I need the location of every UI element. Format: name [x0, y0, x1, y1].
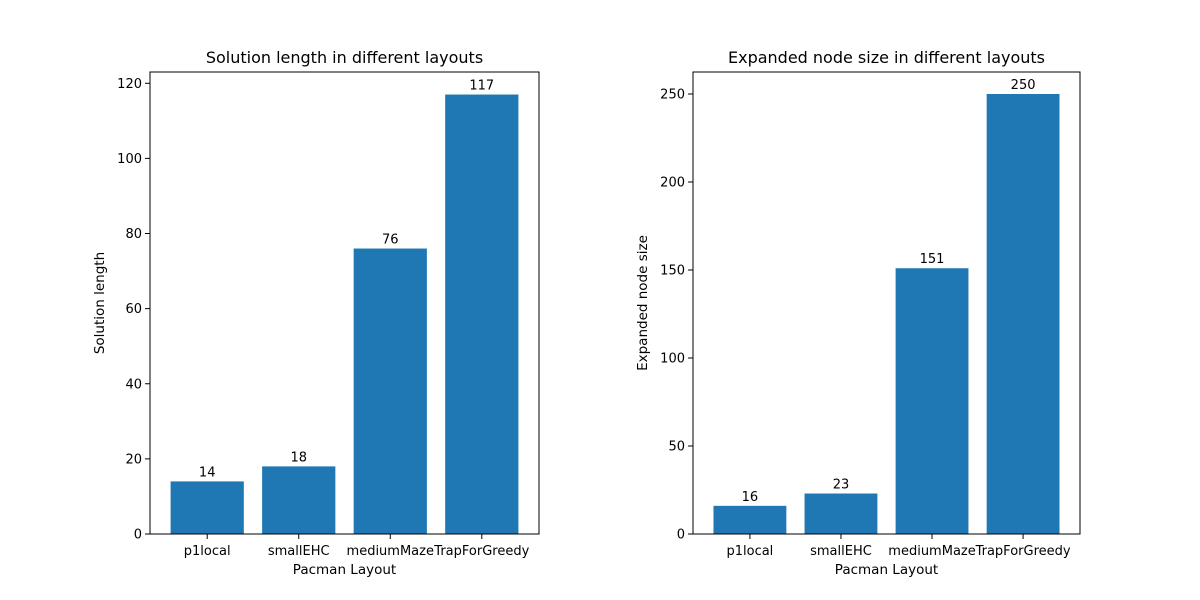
y-tick-label: 50 [668, 440, 685, 455]
bar-value-label: 117 [469, 79, 494, 94]
bar [445, 94, 519, 534]
bar [895, 268, 969, 534]
bar-marks: 0 50 100 150 200 250 p1local 16 smallEHC 23 medium… [660, 78, 1071, 559]
bar-value-label: 16 [742, 490, 759, 505]
bar-value-label: 76 [382, 233, 399, 248]
bar [713, 505, 787, 534]
y-tick-label: 100 [660, 352, 685, 367]
bar-value-label: 250 [1011, 78, 1036, 93]
bar [353, 248, 427, 534]
chart-expanded-node-size: Expanded node size in different layouts … [635, 48, 1081, 578]
chart-title: Solution length in different layouts [206, 48, 483, 67]
plot-frame [149, 71, 540, 535]
bar [170, 481, 244, 534]
bar-value-label: 151 [920, 252, 945, 267]
y-tick-label: 100 [117, 152, 142, 167]
chart-title: Expanded node size in different layouts [728, 48, 1045, 67]
x-tick-label: p1local [184, 544, 231, 559]
y-tick-label: 20 [125, 452, 142, 467]
y-tick-label: 80 [125, 227, 142, 242]
plot-frame [692, 71, 1081, 535]
x-axis-label: Pacman Layout [835, 562, 938, 578]
x-tick-label: smallEHC [810, 544, 872, 559]
y-tick-label: 0 [134, 528, 142, 543]
x-tick-label: TrapForGreedy [975, 544, 1071, 559]
y-tick-label: 0 [677, 528, 685, 543]
y-axis-label: Expanded node size [635, 235, 651, 371]
bar [262, 466, 336, 534]
x-tick-label: smallEHC [268, 544, 330, 559]
bar-value-label: 14 [199, 465, 216, 480]
x-axis-label: Pacman Layout [293, 562, 396, 578]
y-axis-label: Solution length [92, 252, 108, 354]
y-tick-label: 150 [660, 264, 685, 279]
bar-value-label: 18 [290, 450, 307, 465]
y-tick-label: 200 [660, 176, 685, 191]
y-tick-label: 250 [660, 88, 685, 103]
bar-marks: 0 20 40 60 80 100 120 p1local 14 smallEHC 18 medium… [117, 77, 529, 559]
x-tick-label: mediumMaze [347, 544, 434, 559]
y-tick-label: 120 [117, 77, 142, 92]
bar-value-label: 23 [833, 478, 850, 493]
chart-solution-length: Solution length in different layouts Pac… [92, 48, 540, 578]
x-tick-label: mediumMaze [888, 544, 975, 559]
bar [986, 94, 1060, 534]
x-tick-label: p1local [726, 544, 773, 559]
bar [804, 493, 878, 534]
x-tick-label: TrapForGreedy [433, 544, 529, 559]
y-tick-label: 40 [125, 377, 142, 392]
y-tick-label: 60 [125, 302, 142, 317]
